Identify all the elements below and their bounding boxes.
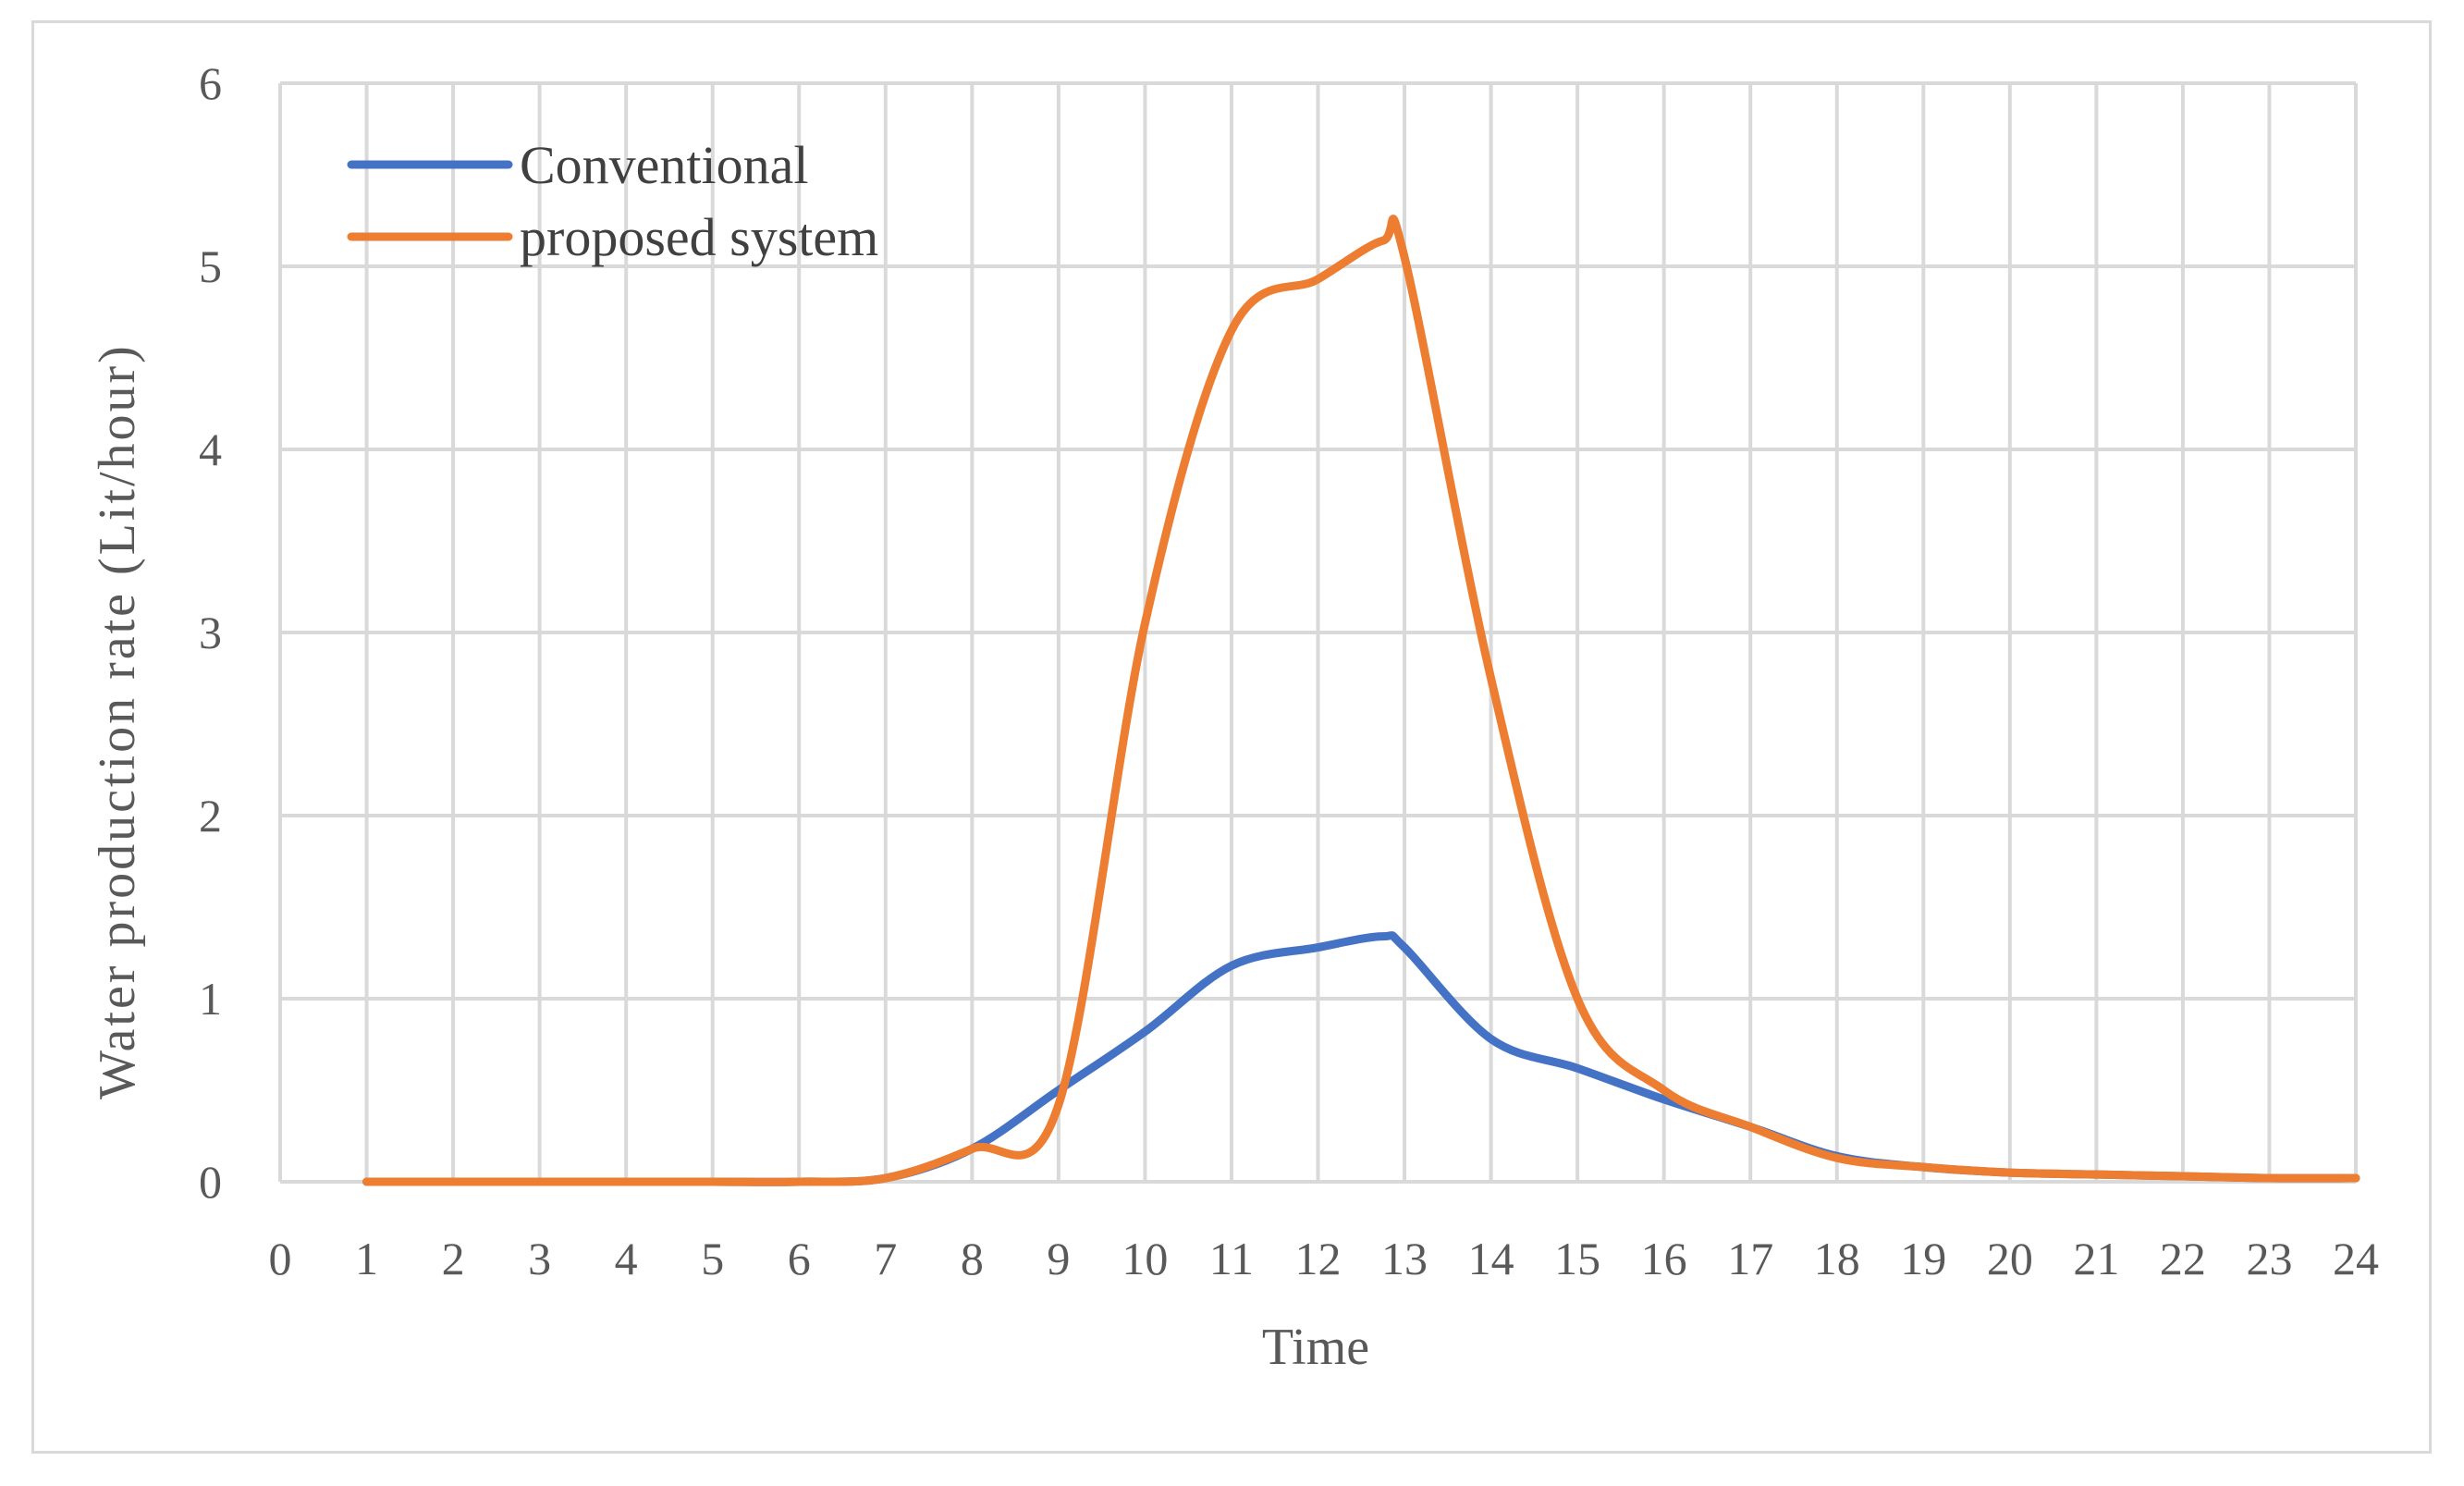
x-tick-label: 9: [1047, 1233, 1070, 1284]
x-tick-label: 4: [615, 1233, 638, 1284]
y-tick-label: 6: [199, 57, 222, 109]
x-tick-label: 12: [1295, 1233, 1342, 1284]
x-tick-label: 5: [701, 1233, 724, 1284]
x-tick-label: 18: [1814, 1233, 1860, 1284]
x-tick-label: 23: [2246, 1233, 2292, 1284]
x-tick-label: 22: [2160, 1233, 2206, 1284]
x-axis-ticks: 0 1 2 3 4 5 6 7 8 9 10 11 12 13 14 15 16 17 18 19 20 21 22 23 24: [269, 1233, 2380, 1284]
y-axis-title: Water production rate (Lit/hour): [89, 343, 146, 1099]
x-tick-label: 14: [1468, 1233, 1514, 1284]
x-tick-label: 21: [2073, 1233, 2119, 1284]
x-tick-label: 3: [528, 1233, 551, 1284]
x-tick-label: 20: [1987, 1233, 2033, 1284]
x-tick-label: 24: [2333, 1233, 2379, 1284]
y-tick-label: 1: [199, 973, 222, 1025]
x-tick-label: 1: [355, 1233, 378, 1284]
x-tick-label: 0: [269, 1233, 292, 1284]
series-lines: [362, 215, 2360, 1186]
y-tick-label: 5: [199, 240, 222, 292]
proposed-system-series-line: [362, 215, 2360, 1186]
y-tick-label: 3: [199, 607, 222, 658]
conventional-series-line: [362, 931, 2360, 1186]
x-tick-label: 11: [1209, 1233, 1254, 1284]
y-tick-label: 2: [199, 790, 222, 841]
legend-label: proposed system: [520, 207, 878, 267]
x-tick-label: 8: [961, 1233, 984, 1284]
gridlines: [278, 81, 2358, 1184]
x-tick-label: 6: [788, 1233, 811, 1284]
x-tick-label: 10: [1122, 1233, 1168, 1284]
x-tick-label: 15: [1554, 1233, 1600, 1284]
x-tick-label: 13: [1381, 1233, 1428, 1284]
legend: Conventional proposed system: [347, 135, 878, 267]
y-tick-label: 0: [199, 1156, 222, 1208]
x-tick-label: 19: [1900, 1233, 1946, 1284]
x-tick-label: 16: [1641, 1233, 1687, 1284]
x-tick-label: 2: [442, 1233, 465, 1284]
legend-label: Conventional: [520, 135, 809, 195]
x-axis-title: Time: [1262, 1319, 1369, 1376]
x-tick-label: 7: [874, 1233, 897, 1284]
y-tick-label: 4: [199, 424, 222, 475]
y-axis-ticks: 0 1 2 3 4 5 6: [199, 57, 222, 1208]
x-tick-label: 17: [1727, 1233, 1773, 1284]
